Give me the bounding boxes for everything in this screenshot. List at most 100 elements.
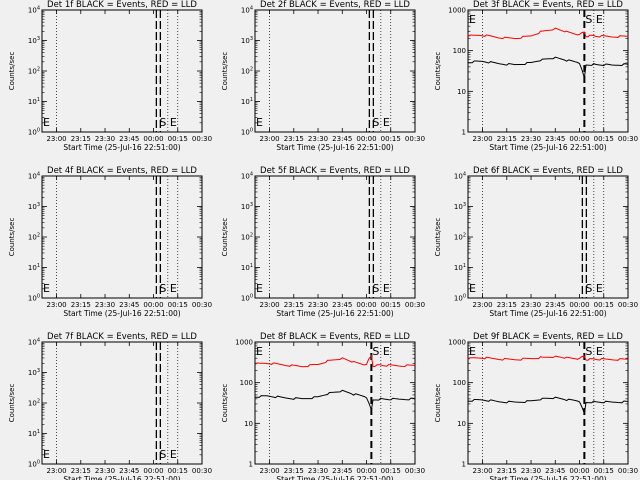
marker-E-end: E bbox=[383, 345, 390, 358]
marker-S: S bbox=[159, 116, 166, 129]
x-tick-label: 00:00 bbox=[143, 467, 163, 475]
x-tick-label: 00:00 bbox=[569, 135, 589, 143]
x-tick-label: 23:15 bbox=[284, 301, 304, 309]
y-tick-label: 101 bbox=[241, 263, 253, 272]
y-tick-label: 104 bbox=[28, 338, 40, 347]
x-tick-label: 23:00 bbox=[46, 301, 66, 309]
y-tick-label: 1 bbox=[462, 129, 466, 137]
x-tick-label: 23:15 bbox=[71, 467, 91, 475]
x-axis-label: Start Time (25-Jul-16 22:51:00) bbox=[276, 309, 393, 318]
marker-E-end: E bbox=[596, 345, 603, 358]
y-axis-label: Counts/sec bbox=[8, 384, 16, 423]
marker-S: S bbox=[372, 345, 379, 358]
x-axis-label: Start Time (25-Jul-16 22:51:00) bbox=[489, 309, 606, 318]
y-axis-label: Counts/sec bbox=[8, 218, 16, 257]
panel-title: Det 5f BLACK = Events, RED = LLD bbox=[260, 166, 410, 176]
event-rate-series bbox=[467, 56, 629, 78]
y-axis-label: Counts/sec bbox=[8, 52, 16, 91]
x-tick-label: 23:15 bbox=[497, 467, 517, 475]
y-tick-label: 102 bbox=[28, 399, 40, 408]
panel-title: Det 8f BLACK = Events, RED = LLD bbox=[260, 332, 410, 342]
x-tick-label: 23:45 bbox=[545, 467, 565, 475]
x-tick-label: 00:00 bbox=[569, 467, 589, 475]
x-tick-label: 23:45 bbox=[545, 135, 565, 143]
x-axis-label: Start Time (25-Jul-16 22:51:00) bbox=[276, 475, 393, 480]
panel-title: Det 6f BLACK = Events, RED = LLD bbox=[473, 166, 623, 176]
marker-E-end: E bbox=[170, 448, 177, 461]
y-tick-label: 102 bbox=[28, 233, 40, 242]
x-tick-label: 00:15 bbox=[381, 301, 401, 309]
x-tick-label: 23:45 bbox=[332, 301, 352, 309]
detector-panel-4: Det 4f BLACK = Events, RED = LLD 23:00 23:… bbox=[8, 166, 212, 318]
marker-E-start: E bbox=[43, 282, 50, 295]
x-tick-label: 23:30 bbox=[521, 301, 541, 309]
x-tick-label: 23:15 bbox=[284, 135, 304, 143]
x-tick-label: 23:15 bbox=[497, 135, 517, 143]
x-tick-label: 00:00 bbox=[356, 467, 376, 475]
y-tick-label: 10 bbox=[244, 420, 253, 428]
x-tick-label: 23:30 bbox=[308, 135, 328, 143]
event-rate-series bbox=[467, 396, 629, 416]
marker-E-start: E bbox=[43, 116, 50, 129]
x-tick-label: 23:30 bbox=[95, 301, 115, 309]
x-tick-label: 23:15 bbox=[71, 301, 91, 309]
y-tick-label: 100 bbox=[28, 128, 40, 137]
marker-S: S bbox=[372, 282, 379, 295]
x-tick-label: 23:45 bbox=[332, 135, 352, 143]
x-axis-label: Start Time (25-Jul-16 22:51:00) bbox=[63, 475, 180, 480]
x-tick-label: 23:00 bbox=[472, 301, 492, 309]
y-tick-label: 104 bbox=[28, 172, 40, 181]
marker-S: S bbox=[372, 116, 379, 129]
y-tick-label: 100 bbox=[28, 294, 40, 303]
marker-E-start: E bbox=[256, 282, 263, 295]
x-tick-label: 00:30 bbox=[618, 467, 638, 475]
y-tick-label: 104 bbox=[241, 6, 253, 15]
y-axis-label: Counts/sec bbox=[434, 218, 442, 257]
y-tick-label: 101 bbox=[454, 263, 466, 272]
x-tick-label: 23:00 bbox=[259, 301, 279, 309]
y-tick-label: 100 bbox=[453, 47, 466, 55]
x-tick-label: 00:30 bbox=[405, 135, 425, 143]
x-tick-label: 00:15 bbox=[381, 135, 401, 143]
x-tick-label: 00:15 bbox=[381, 467, 401, 475]
y-axis-label: Counts/sec bbox=[221, 218, 229, 257]
detector-panel-6: Det 6f BLACK = Events, RED = LLD 23:00 23:… bbox=[434, 166, 638, 318]
plot-frame bbox=[467, 9, 629, 133]
x-tick-label: 00:15 bbox=[168, 467, 188, 475]
marker-E-end: E bbox=[383, 116, 390, 129]
x-tick-label: 00:15 bbox=[594, 301, 614, 309]
x-tick-label: 00:30 bbox=[405, 467, 425, 475]
x-tick-label: 23:15 bbox=[71, 135, 91, 143]
detector-panel-9: Det 9f BLACK = Events, RED = LLD 23:00 23:… bbox=[434, 332, 638, 480]
y-axis-label: Counts/sec bbox=[221, 384, 229, 423]
y-tick-label: 10 bbox=[457, 420, 466, 428]
plot-frame bbox=[467, 341, 629, 465]
y-tick-label: 103 bbox=[241, 36, 253, 45]
x-tick-label: 00:15 bbox=[168, 135, 188, 143]
y-axis-label: Counts/sec bbox=[434, 52, 442, 91]
lld-rate-series bbox=[467, 27, 629, 40]
x-axis-label: Start Time (25-Jul-16 22:51:00) bbox=[276, 143, 393, 152]
detector-panel-1: Det 1f BLACK = Events, RED = LLD 23:00 23:… bbox=[8, 0, 212, 152]
y-tick-label: 100 bbox=[453, 379, 466, 387]
x-tick-label: 23:45 bbox=[119, 135, 139, 143]
y-tick-label: 100 bbox=[454, 294, 466, 303]
event-rate-series bbox=[254, 389, 416, 412]
y-tick-label: 10 bbox=[457, 88, 466, 96]
detector-panel-5: Det 5f BLACK = Events, RED = LLD 23:00 23:… bbox=[221, 166, 425, 318]
x-tick-label: 00:00 bbox=[569, 301, 589, 309]
x-tick-label: 00:15 bbox=[594, 467, 614, 475]
y-tick-label: 1 bbox=[462, 461, 466, 469]
x-tick-label: 23:30 bbox=[95, 467, 115, 475]
y-tick-label: 100 bbox=[28, 460, 40, 469]
plot-frame bbox=[254, 341, 416, 465]
y-tick-label: 101 bbox=[241, 97, 253, 106]
x-tick-label: 00:15 bbox=[168, 301, 188, 309]
y-tick-label: 1 bbox=[249, 461, 253, 469]
marker-E-start: E bbox=[43, 448, 50, 461]
y-tick-label: 102 bbox=[241, 67, 253, 76]
x-tick-label: 23:00 bbox=[472, 467, 492, 475]
y-tick-label: 102 bbox=[28, 67, 40, 76]
y-tick-label: 104 bbox=[241, 172, 253, 181]
